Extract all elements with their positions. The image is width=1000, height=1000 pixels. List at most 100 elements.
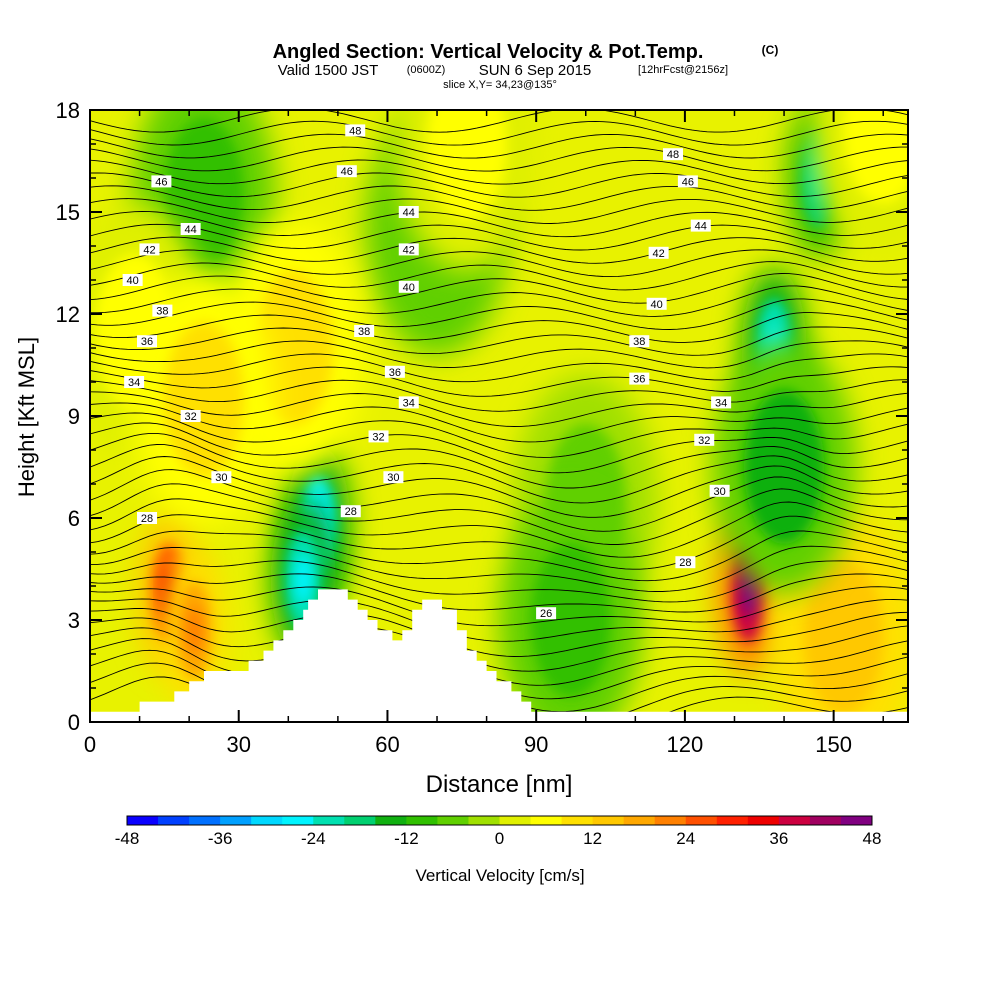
- contour-label: 36: [137, 335, 158, 348]
- contour-label-box: [629, 372, 650, 385]
- contour-label-box: [340, 505, 361, 518]
- colorbar-tick-label: 0: [495, 829, 504, 848]
- y-tick-label: 12: [56, 302, 80, 327]
- y-tick-label: 6: [68, 506, 80, 531]
- contour-label-box: [648, 246, 669, 259]
- theta-contour-line: [90, 469, 908, 532]
- contour-label-box: [690, 219, 711, 232]
- contour-label-box: [211, 471, 232, 484]
- contour-label: 38: [152, 304, 173, 318]
- contour-label: 46: [677, 175, 698, 188]
- colorbar-tick-label: -36: [208, 829, 233, 848]
- contour-label-text: 48: [349, 125, 361, 137]
- x-axis-label: Distance [nm]: [426, 771, 573, 798]
- contour-label-text: 42: [403, 244, 415, 256]
- theta-contour-line: [90, 391, 908, 427]
- velocity-core: [843, 110, 908, 204]
- contour-label-text: 42: [653, 248, 665, 260]
- contour-label-box: [384, 365, 405, 378]
- contour-label: 46: [151, 175, 172, 188]
- theta-contour-line: [90, 211, 908, 238]
- contour-label-box: [677, 175, 698, 188]
- theta-contour-line: [90, 412, 908, 458]
- contour-label-text: 44: [403, 207, 415, 219]
- contour-label-text: 38: [633, 336, 645, 348]
- colorbar-swatch: [809, 816, 842, 825]
- contour-label-text: 42: [143, 244, 155, 256]
- contour-label: 44: [180, 223, 201, 236]
- contour-label-box: [398, 206, 419, 218]
- forecast-label: [12hrFcst@2156z]: [638, 64, 728, 76]
- theta-contour-line: [90, 483, 908, 545]
- valid-time-label: Valid 1500 JST: [278, 62, 379, 79]
- theta-contour-line: [90, 146, 908, 172]
- theta-contour-line: [90, 379, 908, 412]
- colorbar-swatch: [282, 816, 314, 825]
- contour-label-text: 46: [155, 176, 167, 188]
- velocity-core: [803, 560, 884, 714]
- contour-label-box: [709, 484, 730, 497]
- contour-label-text: 30: [387, 472, 399, 484]
- theta-contour-line: [90, 198, 908, 224]
- theta-contour-line: [90, 617, 908, 672]
- colorbar-swatch: [499, 816, 532, 825]
- contour-label-text: 40: [403, 282, 415, 294]
- colorbar-tick-label: -12: [394, 829, 419, 848]
- velocity-core: [530, 543, 611, 697]
- colorbar-swatch: [313, 816, 345, 825]
- utc-time-label: (0600Z): [407, 64, 446, 76]
- contour-label-box: [336, 165, 357, 178]
- contour-label-text: 28: [679, 557, 691, 569]
- colorbar-swatch: [406, 816, 438, 825]
- theta-contour-line: [90, 607, 908, 657]
- contour-label-box: [354, 325, 375, 337]
- theta-contour-line: [90, 422, 908, 474]
- contour-label-text: 28: [345, 506, 357, 518]
- theta-contour-line: [90, 185, 908, 211]
- contour-label-text: 28: [141, 513, 153, 525]
- colorbar-swatch: [437, 816, 469, 825]
- theta-contour-line: [90, 312, 908, 343]
- contour-label-text: 48: [667, 149, 679, 161]
- contour-label-box: [398, 280, 419, 293]
- colorbar-swatch: [220, 816, 252, 825]
- colorbar: -48 -36 -24 -12 0 12 24 36 48: [115, 815, 881, 848]
- contour-label-text: 32: [372, 431, 384, 443]
- contour-label: 42: [139, 243, 160, 256]
- contour-label-text: 32: [185, 411, 197, 423]
- contour-label: 38: [629, 335, 650, 348]
- contour-label: 48: [345, 124, 366, 137]
- contour-label-text: 36: [633, 374, 645, 386]
- x-tick-label: 150: [815, 732, 852, 757]
- theta-contour-line: [90, 120, 908, 146]
- theta-contour-line: [90, 444, 908, 504]
- contour-label-box: [398, 396, 419, 409]
- contour-label-text: 34: [128, 377, 140, 389]
- contour-label: 26: [536, 607, 557, 620]
- contour-label-text: 44: [185, 224, 197, 236]
- contour-label-text: 46: [682, 176, 694, 188]
- contour-label: 42: [398, 243, 419, 256]
- contour-label: 34: [711, 396, 732, 409]
- theta-contour-line: [90, 432, 908, 489]
- colorbar-tick-label: 12: [583, 829, 602, 848]
- colorbar-swatch: [685, 816, 718, 825]
- velocity-core: [426, 110, 507, 221]
- contour-label-text: 36: [389, 367, 401, 379]
- contour-label-text: 30: [215, 472, 227, 484]
- theta-contour-line: [90, 598, 908, 642]
- contour-label: 44: [398, 206, 419, 219]
- contour-label: 32: [180, 410, 201, 423]
- contour-label-box: [137, 335, 158, 348]
- contour-label-box: [663, 148, 684, 161]
- x-tick-label: 120: [667, 732, 704, 757]
- x-tick-label: 60: [375, 732, 399, 757]
- contour-label-text: 38: [156, 306, 168, 318]
- contour-label: 38: [354, 325, 375, 338]
- colorbar-tick-label: -24: [301, 829, 326, 848]
- theta-contour-line: [90, 133, 908, 159]
- contour-label: 30: [211, 471, 232, 484]
- theta-contour-line: [90, 530, 908, 582]
- colorbar-tick-label: 36: [769, 829, 788, 848]
